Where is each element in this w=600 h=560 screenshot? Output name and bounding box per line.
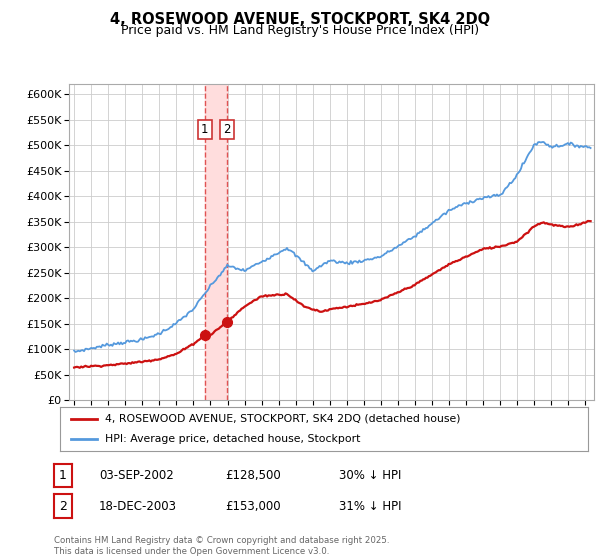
Text: 2: 2 bbox=[59, 500, 67, 513]
Text: 30% ↓ HPI: 30% ↓ HPI bbox=[339, 469, 401, 482]
Text: £128,500: £128,500 bbox=[225, 469, 281, 482]
Bar bbox=[205, 84, 227, 400]
Text: Contains HM Land Registry data © Crown copyright and database right 2025.
This d: Contains HM Land Registry data © Crown c… bbox=[54, 536, 389, 556]
Text: 18-DEC-2003: 18-DEC-2003 bbox=[99, 500, 177, 513]
Text: 4, ROSEWOOD AVENUE, STOCKPORT, SK4 2DQ: 4, ROSEWOOD AVENUE, STOCKPORT, SK4 2DQ bbox=[110, 12, 490, 27]
Text: 03-SEP-2002: 03-SEP-2002 bbox=[99, 469, 174, 482]
Text: 31% ↓ HPI: 31% ↓ HPI bbox=[339, 500, 401, 513]
Text: £153,000: £153,000 bbox=[225, 500, 281, 513]
Text: 1: 1 bbox=[201, 123, 209, 137]
Text: 4, ROSEWOOD AVENUE, STOCKPORT, SK4 2DQ (detached house): 4, ROSEWOOD AVENUE, STOCKPORT, SK4 2DQ (… bbox=[105, 414, 460, 424]
Text: 2: 2 bbox=[223, 123, 230, 137]
Text: 1: 1 bbox=[59, 469, 67, 482]
Text: Price paid vs. HM Land Registry's House Price Index (HPI): Price paid vs. HM Land Registry's House … bbox=[121, 24, 479, 37]
Text: HPI: Average price, detached house, Stockport: HPI: Average price, detached house, Stoc… bbox=[105, 434, 360, 444]
